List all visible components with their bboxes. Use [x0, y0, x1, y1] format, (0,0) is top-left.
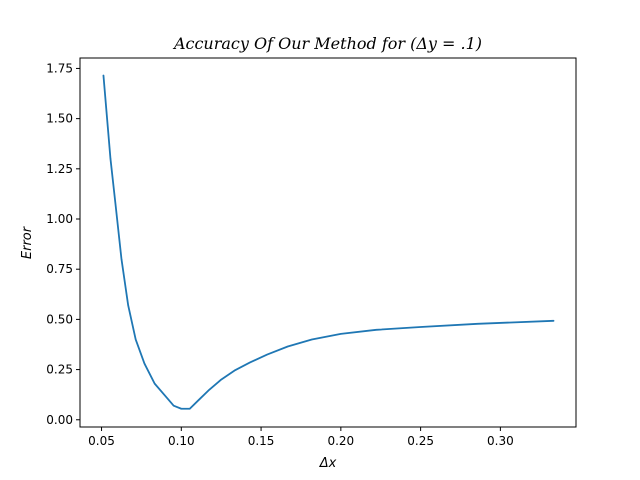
x-axis-label: Δx	[319, 456, 337, 471]
x-tick-label: 0.30	[487, 434, 514, 448]
x-tick-label: 0.15	[248, 434, 275, 448]
series-line	[102, 74, 555, 410]
y-tick-label: 1.00	[46, 212, 73, 226]
y-tick-label: 1.50	[46, 112, 73, 126]
x-tick-label: 0.10	[168, 434, 195, 448]
y-tick-label: 0.00	[46, 413, 73, 427]
x-tick-label: 0.20	[327, 434, 354, 448]
plot-area	[79, 57, 577, 428]
y-tick-label: 1.75	[46, 61, 73, 75]
y-tick-label: 0.50	[46, 312, 73, 326]
x-tick-label: 0.25	[407, 434, 434, 448]
x-tick-label: 0.05	[88, 434, 115, 448]
y-axis-ticks: 0.00 0.25 0.50 0.75 1.00 1.25 1.50 1.75	[46, 61, 80, 427]
y-tick-label: 0.75	[46, 262, 73, 276]
axes-frame	[79, 57, 577, 428]
chart-title: Accuracy Of Our Method for (Δy = .1)	[172, 34, 482, 53]
y-tick-label: 1.25	[46, 162, 73, 176]
x-axis-ticks: 0.05 0.10 0.15 0.20 0.25 0.30	[88, 427, 514, 448]
y-axis-label: Error	[20, 225, 35, 259]
y-tick-label: 0.25	[46, 363, 73, 377]
